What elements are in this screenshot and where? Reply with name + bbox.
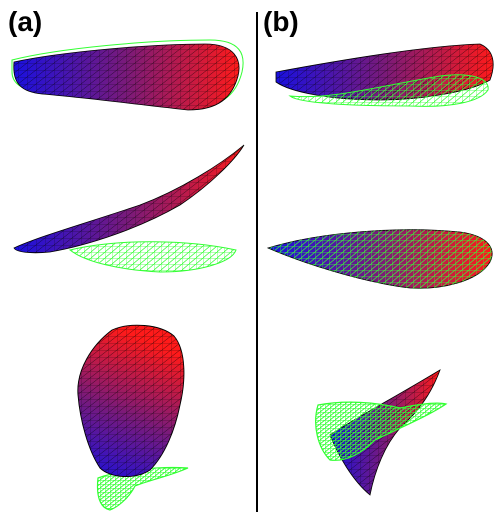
panel-a-label: (a) (8, 6, 43, 37)
panel-b-label: (b) (263, 6, 299, 37)
wing-a-oblique-view (77, 324, 189, 511)
wing-b-top-view (275, 43, 494, 107)
wing-a-side-view (13, 144, 245, 273)
wing-a-top-view (11, 39, 244, 111)
wing-b-side-view (266, 229, 493, 289)
wing-b-oblique-view (315, 369, 448, 496)
